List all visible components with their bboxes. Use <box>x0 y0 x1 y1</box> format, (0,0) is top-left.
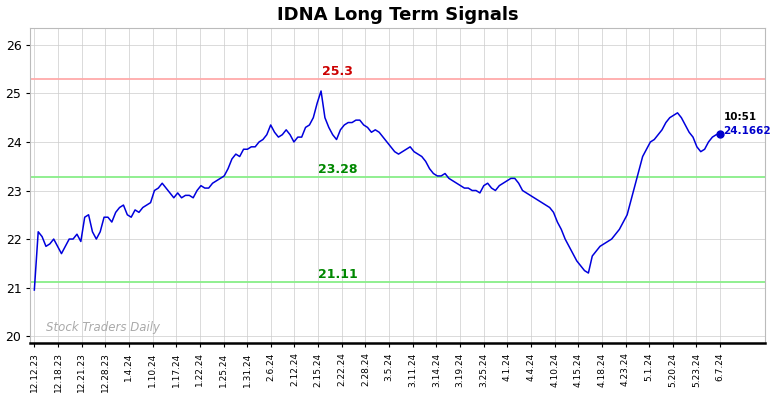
Point <box>714 131 727 137</box>
Text: 25.3: 25.3 <box>322 65 354 78</box>
Text: 23.28: 23.28 <box>318 163 358 176</box>
Text: Stock Traders Daily: Stock Traders Daily <box>46 321 160 334</box>
Text: 21.11: 21.11 <box>318 268 358 281</box>
Title: IDNA Long Term Signals: IDNA Long Term Signals <box>277 6 519 23</box>
Text: 10:51: 10:51 <box>724 112 757 122</box>
Text: 24.1662: 24.1662 <box>724 127 771 137</box>
